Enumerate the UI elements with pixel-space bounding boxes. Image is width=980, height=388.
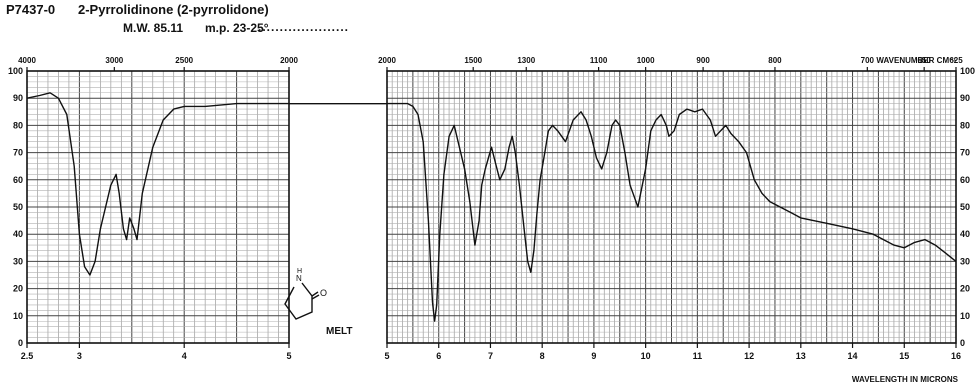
wavenumber-tick-label: 1100 [590, 56, 608, 65]
transmittance-tick-label: 0 [18, 338, 23, 348]
micron-tick-label: 10 [641, 351, 651, 361]
pyrrolidinone-structure: O N H [284, 268, 327, 320]
wavelength-axis-label: WAVELENGTH IN MICRONS [852, 375, 959, 384]
transmittance-tick-label: 10 [960, 311, 970, 321]
micron-tick-label: 14 [848, 351, 858, 361]
wavenumber-tick-label: 1000 [637, 56, 655, 65]
micron-tick-label: 15 [899, 351, 909, 361]
transmittance-tick-label: 30 [13, 256, 23, 266]
transmittance-tick-label: 0 [960, 338, 965, 348]
wavenumber-tick-label: 1300 [517, 56, 535, 65]
micron-tick-label: 5 [286, 351, 291, 361]
wavenumber-tick-label: 650 [917, 56, 931, 65]
dotted-leader: ..................... [258, 20, 350, 34]
molecular-weight: M.W. 85.11 [123, 21, 184, 35]
wavenumber-tick-label: 625 [949, 56, 963, 65]
wavenumber-axis-label: WAVENUMBER CM⁻¹ [876, 56, 956, 65]
transmittance-tick-label: 30 [960, 256, 970, 266]
micron-tick-label: 6 [436, 351, 441, 361]
micron-tick-label: 13 [796, 351, 806, 361]
micron-tick-label: 8 [540, 351, 545, 361]
transmittance-tick-label: 50 [13, 202, 23, 212]
transmittance-tick-label: 80 [960, 120, 970, 130]
transmittance-tick-label: 10 [13, 311, 23, 321]
micron-tick-label: 2.5 [21, 351, 34, 361]
wavenumber-tick-label: 2000 [378, 56, 396, 65]
transmittance-tick-label: 60 [960, 175, 970, 185]
transmittance-tick-label: 90 [960, 93, 970, 103]
micron-tick-label: 9 [591, 351, 596, 361]
transmittance-tick-label: 90 [13, 93, 23, 103]
wavenumber-tick-label: 4000 [18, 56, 36, 65]
micron-tick-label: 3 [77, 351, 82, 361]
catalog-number: P7437-0 [6, 2, 56, 17]
spectrum-trace-group [26, 92, 957, 322]
micron-tick-label: 5 [384, 351, 389, 361]
compound-name: 2-Pyrrolidinone (2-pyrrolidone) [78, 2, 269, 17]
chart-frames [26, 70, 957, 344]
micron-tick-label: 11 [693, 351, 703, 361]
svg-text:N: N [296, 274, 302, 283]
transmittance-tick-label: 100 [960, 66, 975, 76]
transmittance-tick-label: 70 [960, 148, 970, 158]
chart-frame-right [386, 70, 957, 344]
chart-frame-left [26, 70, 290, 344]
micron-tick-label: 4 [182, 351, 187, 361]
wavenumber-tick-label: 1500 [464, 56, 482, 65]
wavenumber-tick-label: 900 [696, 56, 710, 65]
transmittance-tick-label: 20 [13, 284, 23, 294]
svg-text:H: H [297, 268, 302, 275]
transmittance-tick-label: 40 [960, 229, 970, 239]
wavenumber-tick-label: 2500 [175, 56, 193, 65]
wavenumber-tick-label: 800 [768, 56, 782, 65]
micron-tick-label: 7 [488, 351, 493, 361]
svg-text:O: O [320, 288, 327, 298]
wavenumber-tick-label: 3000 [105, 56, 123, 65]
transmittance-tick-label: 20 [960, 284, 970, 294]
sample-state-label: MELT [326, 326, 352, 337]
micron-tick-label: 16 [951, 351, 961, 361]
transmittance-tick-label: 60 [13, 175, 23, 185]
transmittance-tick-label: 70 [13, 148, 23, 158]
wavenumber-tick-label: 2000 [280, 56, 298, 65]
chart-grid [26, 70, 957, 344]
transmittance-tick-label: 40 [13, 229, 23, 239]
spectrum-trace-right [387, 102, 957, 322]
wavenumber-tick-label: 700 [861, 56, 875, 65]
transmittance-tick-label: 100 [8, 66, 23, 76]
transmittance-tick-label: 50 [960, 202, 970, 212]
micron-tick-label: 12 [744, 351, 754, 361]
spectrum-trace-left [26, 92, 289, 276]
transmittance-tick-label: 80 [13, 120, 23, 130]
melting-point: m.p. 23-25° [205, 21, 269, 35]
